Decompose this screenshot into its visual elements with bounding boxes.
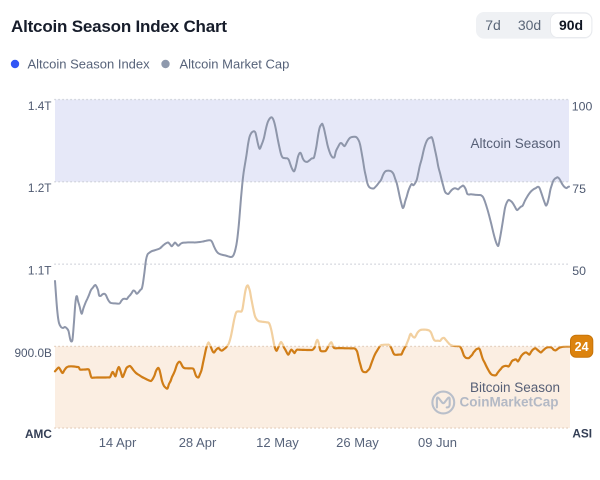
svg-text:12 May: 12 May [256,435,299,450]
svg-text:7d: 7d [485,17,501,33]
svg-text:30d: 30d [518,17,541,33]
svg-text:100: 100 [572,100,593,114]
svg-text:AMC: AMC [25,427,52,441]
svg-text:1.1T: 1.1T [28,264,52,278]
svg-text:24: 24 [575,340,589,354]
svg-text:CoinMarketCap: CoinMarketCap [460,394,559,409]
svg-text:1.2T: 1.2T [28,181,52,195]
svg-text:1.4T: 1.4T [28,99,52,113]
svg-text:Altcoin Market Cap: Altcoin Market Cap [180,57,290,72]
svg-text:50: 50 [572,264,586,278]
svg-text:14 Apr: 14 Apr [99,435,137,450]
svg-text:26 May: 26 May [336,435,379,450]
svg-text:75: 75 [572,182,586,196]
svg-text:Bitcoin Season: Bitcoin Season [470,380,560,395]
svg-text:Altcoin Season: Altcoin Season [470,136,560,151]
svg-text:90d: 90d [559,17,583,33]
svg-text:900.0B: 900.0B [15,346,53,360]
svg-text:28 Apr: 28 Apr [179,435,217,450]
svg-text:09 Jun: 09 Jun [418,435,457,450]
svg-text:ASI: ASI [572,427,592,441]
svg-text:Altcoin Season Index: Altcoin Season Index [28,57,151,72]
svg-text:Altcoin Season Index Chart: Altcoin Season Index Chart [11,17,227,36]
